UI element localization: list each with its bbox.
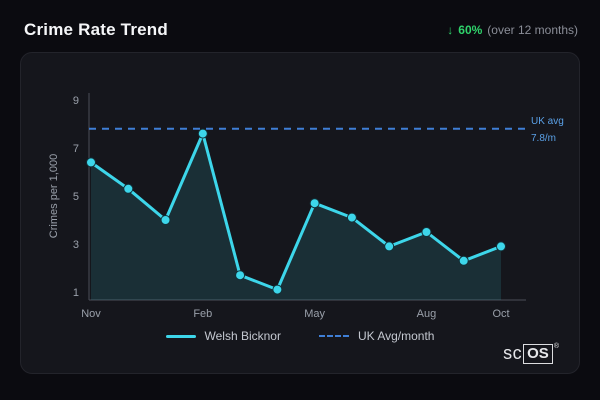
- scos-logo: sc OS ®: [503, 343, 559, 364]
- trend-down-arrow-icon: ↓: [447, 23, 454, 37]
- chart-legend: Welsh Bicknor UK Avg/month: [21, 329, 579, 343]
- y-tick-label: 9: [73, 95, 79, 107]
- chart-area: 1 3 5 7 9 Crimes per 1,000 UK avg 7.8/m Nov Feb Ma…: [21, 55, 581, 323]
- registered-mark-icon: ®: [553, 343, 559, 350]
- data-point[interactable]: [384, 241, 395, 252]
- trend-note: (over 12 months): [487, 23, 578, 37]
- chart-card: 1 3 5 7 9 Crimes per 1,000 UK avg 7.8/m Nov Feb Ma…: [20, 52, 580, 374]
- trend-indicator: ↓ 60% (over 12 months): [447, 23, 578, 37]
- data-point[interactable]: [346, 212, 357, 223]
- x-tick-label: May: [304, 308, 325, 320]
- x-tick-label: Oct: [492, 308, 509, 320]
- y-tick-label: 7: [73, 143, 79, 155]
- trend-value: 60%: [458, 23, 483, 37]
- uk-avg-annotation-line1: UK avg: [531, 116, 564, 127]
- y-axis-title: Crimes per 1,000: [48, 154, 60, 238]
- data-point[interactable]: [235, 270, 246, 281]
- data-point[interactable]: [86, 157, 96, 168]
- logo-boxed-text: OS: [523, 343, 553, 364]
- data-point[interactable]: [197, 128, 208, 139]
- solid-line-swatch-icon: [165, 334, 196, 338]
- page-header: Crime Rate Trend ↓ 60% (over 12 months): [0, 0, 600, 52]
- legend-item-uk-avg[interactable]: UK Avg/month: [318, 329, 435, 343]
- series-area-fill: [91, 133, 501, 300]
- dashed-line-swatch-icon: [318, 335, 349, 337]
- data-point[interactable]: [309, 198, 320, 209]
- y-tick-label: 3: [73, 239, 79, 251]
- data-point[interactable]: [123, 183, 134, 194]
- data-point[interactable]: [496, 241, 506, 252]
- page-title: Crime Rate Trend: [24, 20, 168, 39]
- welsh-bicknor-line: [89, 132, 503, 292]
- y-tick-label: 5: [73, 191, 79, 203]
- x-tick-label: Feb: [193, 308, 212, 320]
- legend-label: UK Avg/month: [357, 329, 435, 343]
- data-point[interactable]: [421, 227, 432, 237]
- data-point[interactable]: [458, 255, 469, 266]
- data-point[interactable]: [160, 215, 171, 225]
- legend-label: Welsh Bicknor: [204, 329, 281, 343]
- crime-trend-chart: 1 3 5 7 9 Crimes per 1,000 UK avg 7.8/m Nov Feb Ma…: [48, 93, 564, 320]
- legend-item-welsh-bicknor[interactable]: Welsh Bicknor: [165, 329, 281, 343]
- logo-prefix: sc: [503, 343, 523, 363]
- data-point[interactable]: [272, 284, 283, 295]
- x-tick-label: Aug: [417, 308, 437, 320]
- uk-avg-annotation-line2: 7.8/m: [531, 133, 556, 144]
- x-tick-label: Nov: [81, 308, 101, 320]
- y-tick-label: 1: [73, 287, 79, 299]
